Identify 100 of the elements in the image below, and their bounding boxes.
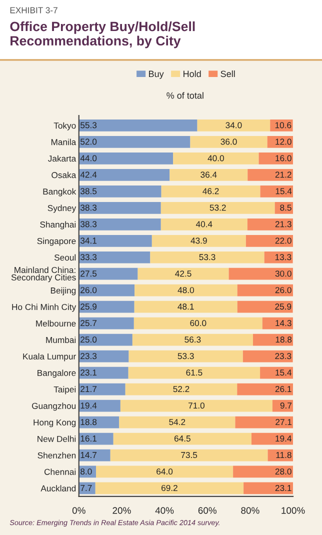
y-tick-label: Auckland <box>40 485 76 492</box>
x-tick-label: 100% <box>282 507 305 514</box>
bar <box>78 251 150 264</box>
chart-subtitle: % of total <box>166 92 204 99</box>
bar <box>190 136 268 148</box>
data-label: 38.5 <box>80 188 97 194</box>
bar <box>78 136 190 148</box>
data-label: 38.3 <box>80 221 97 228</box>
y-tick-label: Manila <box>51 138 76 146</box>
bar <box>262 317 294 330</box>
y-tick-label: Chennai <box>44 468 76 475</box>
data-label: 18.8 <box>276 336 292 343</box>
data-label: 25.9 <box>275 304 292 310</box>
data-label: 15.4 <box>276 188 292 194</box>
bar <box>78 284 135 296</box>
bar <box>128 366 260 379</box>
x-tick-label: 40% <box>155 507 174 514</box>
x-tick-label: 20% <box>112 507 131 514</box>
data-label: 10.6 <box>275 122 292 128</box>
bar <box>248 168 294 181</box>
y-tick-label: Ho Chi Minh City <box>12 304 76 312</box>
bar <box>78 185 162 198</box>
data-label: 28.0 <box>275 468 292 475</box>
bar <box>251 432 294 445</box>
data-label: 34.1 <box>80 238 97 244</box>
data-label: 40.0 <box>208 155 224 162</box>
data-label: 27.1 <box>276 418 292 425</box>
bar <box>246 234 294 247</box>
bar <box>150 251 264 264</box>
data-label: 42.4 <box>80 172 97 178</box>
y-tick-label: Bangalore <box>38 370 76 378</box>
data-label: 23.3 <box>80 353 97 360</box>
data-label: 53.3 <box>199 254 216 260</box>
data-label: 23.1 <box>80 370 97 376</box>
y-tick-label: Jakarta <box>48 155 76 162</box>
bar <box>125 383 238 396</box>
bar <box>264 251 293 264</box>
data-label: 26.0 <box>275 287 292 294</box>
bar <box>113 432 252 445</box>
bar <box>197 120 270 132</box>
bar <box>270 120 293 132</box>
bar <box>78 383 126 396</box>
data-label: 21.3 <box>275 221 292 228</box>
data-label: 44.0 <box>80 155 97 162</box>
data-label: 71.0 <box>188 402 204 409</box>
data-label: 19.4 <box>80 402 97 409</box>
y-tick-label: Tokyo <box>54 122 76 130</box>
data-label: 55.3 <box>80 122 97 128</box>
data-label: 8.5 <box>280 204 292 211</box>
data-label: 26.1 <box>275 386 292 392</box>
data-label: 25.9 <box>80 304 97 310</box>
data-label: 11.8 <box>276 452 292 458</box>
bar <box>78 120 198 132</box>
data-label: 25.7 <box>80 320 96 326</box>
bar <box>78 432 114 445</box>
bar <box>96 466 234 478</box>
data-label: 22.0 <box>275 238 292 244</box>
y-tick-label: Singapore <box>37 238 76 246</box>
data-label: 14.7 <box>80 452 96 458</box>
x-tick-label: 80% <box>241 507 260 514</box>
data-label: 26.0 <box>80 287 97 294</box>
data-label: 53.2 <box>210 204 226 211</box>
data-label: 56.3 <box>184 336 201 343</box>
data-label: 73.5 <box>181 452 198 458</box>
data-label: 30.0 <box>275 270 292 277</box>
x-tick-label: 0% <box>72 507 86 514</box>
y-tick-label: New Delhi <box>38 436 76 442</box>
data-label: 43.9 <box>190 238 207 244</box>
bar <box>78 317 134 330</box>
data-label: 13.3 <box>275 254 292 260</box>
bar <box>95 482 244 494</box>
bar <box>260 185 294 198</box>
bar <box>237 300 293 313</box>
data-label: 8.0 <box>80 468 92 475</box>
y-tick-label: Seoul <box>54 254 76 261</box>
y-tick-label: Beijing <box>50 287 76 296</box>
y-tick-label: Bangkok <box>43 188 76 196</box>
bar <box>160 202 275 214</box>
bar <box>258 152 294 164</box>
bar <box>228 268 294 280</box>
data-label: 18.8 <box>80 418 97 426</box>
bar <box>110 449 268 462</box>
bar <box>160 218 248 230</box>
bar <box>237 284 294 296</box>
data-label: 48.1 <box>178 304 194 310</box>
bar <box>78 234 152 247</box>
bar <box>119 416 236 428</box>
bar <box>242 350 293 362</box>
y-tick-label: Sydney <box>48 204 76 213</box>
y-tick-label: Kuala Lumpur <box>23 353 76 362</box>
y-tick-label: Mainland China: Secondary Cities <box>11 266 76 282</box>
bar <box>267 136 294 148</box>
y-tick-label: Mumbai <box>46 336 76 344</box>
data-label: 42.5 <box>175 270 192 277</box>
y-tick-label: Osaka <box>52 172 76 178</box>
y-tick-label: Taipei <box>54 386 76 394</box>
data-label: 54.2 <box>169 418 186 426</box>
data-label: 52.0 <box>80 138 97 145</box>
data-label: 9.7 <box>280 402 292 409</box>
data-label: 33.3 <box>80 254 97 260</box>
